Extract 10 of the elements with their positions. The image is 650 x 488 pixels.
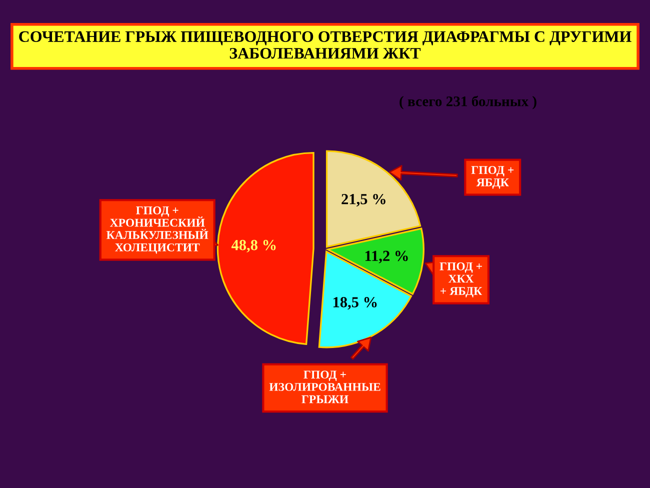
data-label: 21,5 % <box>342 194 386 207</box>
data-label: 11,2 % <box>365 250 408 264</box>
slice-label: ГПОД + ХКХ + ЯБДК <box>440 262 482 298</box>
data-label: 48,8 % <box>231 240 276 252</box>
slice-label: ГПОД + ЯБДК <box>471 166 514 189</box>
chart-subtitle: ( всего 231 больных ) <box>400 96 536 110</box>
slice-label: ГПОД + ИЗОЛИРОВАННЫЕ ГРЫЖИ <box>269 370 380 404</box>
slice-label: ГПОД + ХРОНИЧЕСКИЙ КАЛЬКУЛЕЗНЫЙ ХОЛЕЦИСТИТ <box>106 206 208 254</box>
chart-title: СОЧЕТАНИЕ ГРЫЖ ПИЩЕВОДНОГО ОТВЕРСТИЯ ДИАФРАГМЫ С ДРУГИМИ ЗАБОЛЕВАНИЯМИ ЖКТ <box>19 31 632 59</box>
data-label: 18,5 % <box>333 297 377 310</box>
